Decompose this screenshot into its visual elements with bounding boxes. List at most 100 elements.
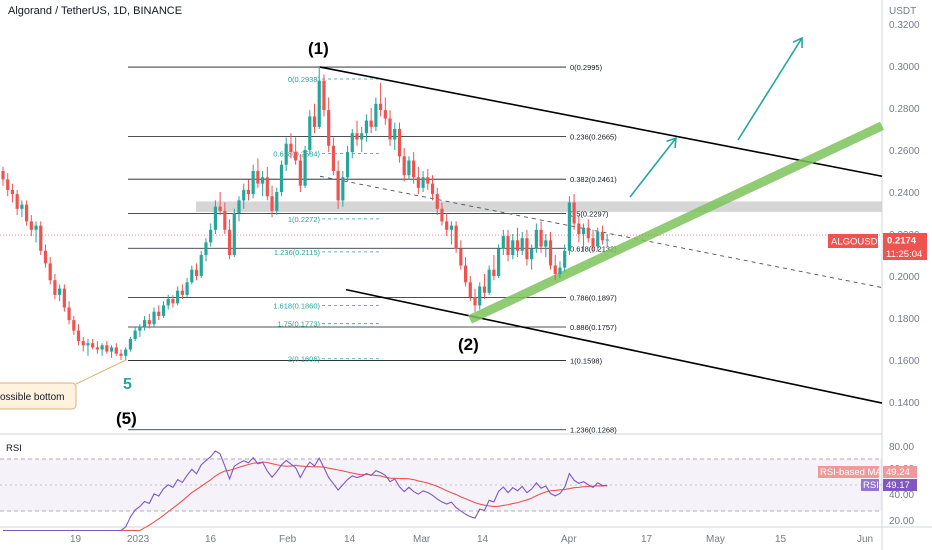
candle-body xyxy=(246,189,251,195)
candle-body xyxy=(478,286,482,306)
price-tick: 0.2400 xyxy=(889,188,920,199)
candle-body xyxy=(213,206,217,230)
fib-extension-label: 2(0.1606) xyxy=(288,355,321,364)
candle-body xyxy=(256,171,260,184)
fib-level-label: 1.236(0.1268) xyxy=(570,426,617,435)
candle-body xyxy=(586,227,590,239)
rsi-line xyxy=(3,450,608,532)
fib-level-label: 0.786(0.1897) xyxy=(570,294,617,303)
fib-extension-label: 1(0.2272) xyxy=(288,215,321,224)
candle-body xyxy=(430,183,435,195)
candle-body xyxy=(596,231,600,247)
candle-body xyxy=(435,194,439,209)
candle-body xyxy=(279,164,284,192)
candle-body xyxy=(58,288,62,295)
time-tick: 14 xyxy=(344,534,356,545)
candle-body xyxy=(161,305,166,316)
candle-body xyxy=(369,120,373,127)
candle-body xyxy=(10,189,15,195)
candle-body xyxy=(497,248,501,276)
candle-body xyxy=(294,152,298,161)
candle-body xyxy=(312,116,317,127)
rsi-tick: 20.00 xyxy=(889,516,914,527)
candle-body xyxy=(270,196,274,211)
candle-body xyxy=(383,110,387,119)
wave-5-paren-label: (5) xyxy=(116,409,137,428)
rsi-tick: 80.00 xyxy=(889,442,914,453)
candle-body xyxy=(501,236,505,249)
rsi-ma-label: RSI-based MA xyxy=(820,467,882,478)
candle-body xyxy=(124,349,128,356)
candle-body xyxy=(237,200,241,213)
rsi-ma-label-background xyxy=(818,466,879,478)
candle-body xyxy=(393,129,397,140)
candle-body xyxy=(473,297,477,306)
candle-body xyxy=(91,343,95,348)
candle-body xyxy=(468,282,472,297)
support-trend-band xyxy=(468,121,884,324)
candle-body xyxy=(1,171,5,180)
candle-body xyxy=(539,229,543,247)
candle-body xyxy=(232,213,236,255)
time-axis[interactable]: 19 2023 16 Feb 14 Mar 14 Apr 17 May 15 J… xyxy=(70,534,873,545)
annotation-layer xyxy=(629,36,803,198)
candle-body xyxy=(223,210,227,230)
rsi-ma-value-background xyxy=(883,466,917,478)
candle-body xyxy=(105,345,109,352)
symbol-tag: ALGOUSDT xyxy=(831,237,883,248)
candle-body xyxy=(345,152,350,178)
rsi-ma-value: 49.24 xyxy=(886,467,910,478)
candle-body xyxy=(402,156,406,176)
candle-body xyxy=(426,177,430,184)
time-tick: Mar xyxy=(413,534,431,545)
fib-level-label: 0.618(0.2132) xyxy=(570,244,617,253)
candle-body xyxy=(440,208,444,222)
wave-5-label: 5 xyxy=(123,376,132,393)
candle-body xyxy=(308,116,312,150)
rsi-ma-tag[interactable]: RSI-based MA 49.24 xyxy=(818,466,917,478)
fib-extension-label: 1.75(0.1773) xyxy=(277,320,320,329)
candle-body xyxy=(119,353,123,356)
fib-level-label: 1(0.1598) xyxy=(570,356,603,365)
candle-body xyxy=(6,179,10,190)
candles-layer xyxy=(1,66,609,360)
candle-body xyxy=(577,223,581,234)
fib-extension-label: 1.618(0.1860) xyxy=(273,301,320,310)
candle-body xyxy=(166,299,170,306)
candle-body xyxy=(412,160,416,178)
candle-body xyxy=(515,240,520,251)
symbol-title: Algorand / TetherUS, 1D, BINANCE xyxy=(8,5,182,17)
last-price-tag[interactable]: ALGOUSDT 0.2174 11:25:04 xyxy=(828,233,927,260)
projection-arrow-long-shaft xyxy=(737,37,803,141)
candle-body xyxy=(360,133,364,140)
callout-box[interactable]: ossible bottom xyxy=(0,359,127,410)
price-tick: 0.3200 xyxy=(889,20,920,31)
candle-body xyxy=(147,320,151,325)
wave-2-label: (2) xyxy=(458,335,479,354)
candle-body xyxy=(275,192,279,211)
time-tick: 19 xyxy=(70,534,82,545)
projection-arrow-long-head xyxy=(792,36,803,49)
candle-body xyxy=(421,177,425,188)
candle-body xyxy=(25,204,29,222)
candle-body xyxy=(43,250,48,264)
candle-body xyxy=(265,177,269,197)
callout-background xyxy=(0,382,77,410)
candle-body xyxy=(331,145,335,171)
rsi-tick: 40.00 xyxy=(889,490,914,501)
candle-body xyxy=(563,250,567,268)
candle-body xyxy=(34,225,38,230)
candle-body xyxy=(567,202,571,251)
rsi-value-tag[interactable]: RSI 49.17 xyxy=(861,479,917,491)
time-tick: Apr xyxy=(561,534,577,545)
candle-body xyxy=(204,242,208,255)
fib-extension-label: 1.236(0.2115) xyxy=(274,248,321,257)
candle-body xyxy=(95,347,99,350)
candle-body xyxy=(53,280,57,295)
candle-body xyxy=(463,265,468,283)
rsi-label-background xyxy=(861,479,879,491)
candle-body xyxy=(157,311,161,316)
candle-body xyxy=(86,343,90,346)
channel-upper-line xyxy=(319,66,883,178)
